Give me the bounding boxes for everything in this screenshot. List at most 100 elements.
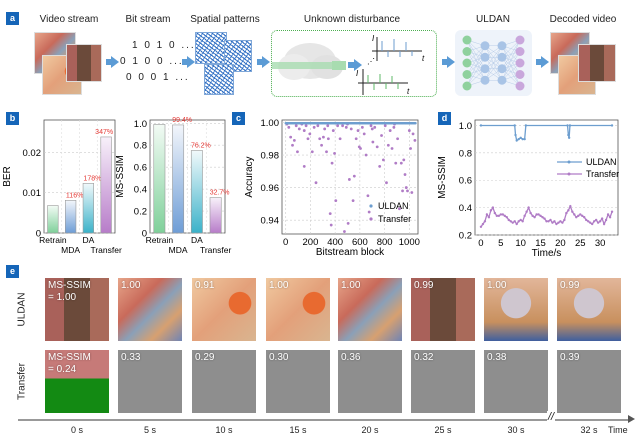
transfer-point	[294, 124, 298, 128]
panel-label-e: e	[6, 265, 19, 278]
panel-label-c: c	[232, 112, 245, 125]
transfer-point	[585, 218, 588, 222]
transfer-frame: 0.29	[192, 350, 256, 413]
panel-label-a: a	[6, 12, 19, 25]
panel-label-b: b	[6, 112, 19, 125]
transfer-point	[394, 161, 398, 165]
ms-ssim-value: 0.91	[195, 280, 215, 291]
ms-ssim-value: 0.99	[560, 280, 580, 291]
ms-ssim-value: 1.00	[269, 280, 289, 291]
transfer-point	[610, 210, 614, 213]
neural-network-icon	[462, 35, 525, 91]
x-tick-label: 30	[595, 238, 606, 249]
uldan-frame: 0.99	[557, 278, 621, 341]
transfer-point	[413, 138, 417, 142]
transfer-point	[479, 225, 483, 228]
transfer-point	[392, 125, 396, 129]
transfer-point	[325, 150, 328, 154]
y-axis-label: Accuracy	[244, 156, 255, 197]
transfer-point	[402, 158, 406, 162]
y-tick-label: 0.8	[459, 148, 472, 159]
beam	[332, 61, 346, 70]
axis-I-label: I	[372, 34, 375, 43]
transfer-point	[535, 213, 538, 216]
transfer-point	[366, 194, 370, 198]
beam	[272, 62, 332, 69]
transfer-point	[336, 124, 340, 128]
ms-ssim-value: MS-SSIM = 1.00	[48, 280, 91, 303]
uldan-line	[480, 124, 613, 142]
transfer-point	[329, 223, 333, 227]
transfer-point	[356, 129, 360, 132]
disturbance-diagram: I t I ⋰ t	[272, 34, 425, 96]
bar-retrain	[47, 205, 59, 234]
time-label: 30 s	[507, 425, 525, 435]
transfer-point	[388, 129, 392, 132]
nn-node	[497, 75, 507, 85]
transfer-frame: 0.38	[484, 350, 548, 413]
transfer-point	[396, 137, 399, 141]
y-axis-label: MS-SSIM	[437, 156, 448, 199]
transfer-point	[407, 129, 411, 132]
transfer-point	[590, 222, 594, 226]
transfer-point	[503, 214, 506, 218]
bar-data-label: 347%	[95, 129, 113, 136]
transfer-point	[360, 125, 364, 129]
video-stream-title: Video stream	[39, 14, 99, 25]
nn-edge	[484, 45, 503, 81]
y-tick-label: 0.8	[134, 141, 147, 152]
transfer-point	[291, 143, 294, 147]
transfer-frame: 0.33	[118, 350, 182, 413]
time-label: 10 s	[215, 425, 233, 435]
transfer-point	[507, 218, 510, 222]
uldan-point	[567, 133, 570, 137]
nn-node	[515, 70, 525, 79]
transfer-point	[351, 199, 355, 203]
transfer-point	[505, 216, 508, 219]
x-tick-label: MDA	[61, 245, 80, 255]
transfer-point	[323, 127, 327, 131]
signal-plot-green	[358, 69, 408, 95]
y-tick-label: 0.96	[261, 183, 280, 194]
transfer-point	[525, 210, 528, 213]
transfer-point	[316, 124, 320, 128]
uldan-point	[514, 133, 517, 137]
charts-bcd: 0 0.01 0.02 BER Retrain 116% MDA 178% DA 347% Tran…	[2, 117, 619, 259]
ms-ssim-value: 0.39	[560, 352, 580, 363]
transfer-point	[370, 127, 374, 131]
ms-ssim-value: 1.00	[341, 280, 361, 291]
transfer-point	[331, 129, 335, 132]
uldan-frame: MS-SSIM = 1.00	[45, 278, 109, 341]
ms-ssim-value: 0.33	[121, 352, 141, 363]
timeline-axis	[18, 419, 630, 421]
legend-label-transfer: Transfer	[586, 169, 619, 179]
transfer-point	[390, 147, 394, 150]
legend-label-uldan: ULDAN	[586, 157, 617, 167]
nn-node	[497, 41, 507, 51]
transfer-point	[549, 218, 552, 222]
ms-ssim-value: 0.29	[195, 352, 215, 363]
spatial-pattern	[204, 64, 234, 95]
nn-node	[480, 41, 490, 51]
transfer-point	[403, 173, 407, 176]
uldan-frame: 0.91	[192, 278, 256, 341]
uldan-point	[414, 122, 417, 125]
y-tick-label: 1.0	[459, 121, 472, 132]
decoded-frame	[578, 44, 616, 82]
transfer-point	[596, 221, 600, 224]
transfer-point	[349, 127, 353, 131]
nn-node	[462, 47, 472, 56]
transfer-point	[481, 222, 485, 226]
bar-data-label: 32.7%	[210, 190, 230, 197]
transfer-point	[606, 213, 610, 216]
transfer-point	[594, 218, 598, 222]
x-axis-label: Bitstream block	[316, 247, 385, 258]
transfer-point	[571, 210, 574, 213]
transfer-point	[410, 191, 414, 194]
plot-frame	[474, 119, 619, 236]
transfer-frame: 0.30	[266, 350, 330, 413]
transfer-point	[553, 220, 556, 223]
transfer-point	[592, 220, 596, 223]
transfer-point	[573, 213, 576, 216]
nn-node	[515, 58, 525, 68]
